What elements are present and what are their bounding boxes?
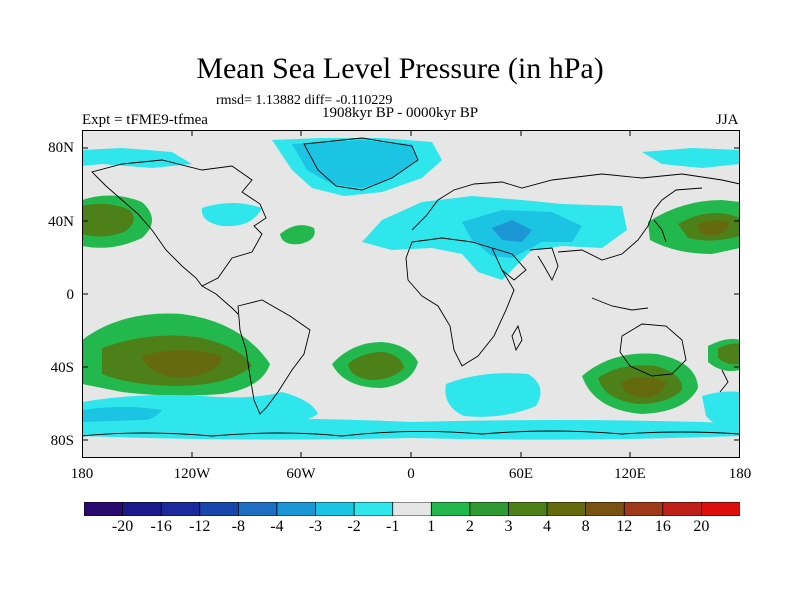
north-pacific-east-peak	[697, 220, 730, 236]
colorbar-label: -4	[270, 518, 284, 535]
europe-coast	[411, 173, 740, 231]
colorbar-swatch	[469, 502, 510, 516]
arabia-coast	[491, 247, 527, 281]
south-asia-coast	[529, 247, 559, 282]
australia-coast	[619, 323, 687, 377]
colorbar-swatch	[508, 502, 548, 516]
south-atlantic-core	[348, 352, 404, 380]
north-atlantic-anomaly	[201, 203, 262, 227]
arctic-east-anomaly	[642, 148, 740, 168]
colorbar-label: 2	[465, 518, 474, 535]
greenland-core	[292, 140, 417, 188]
lat-label-0: 0	[66, 287, 75, 303]
colorbar-label: -16	[150, 518, 172, 535]
experiment-label: Expt = tFME9-tfmea	[82, 112, 208, 128]
colorbar-label: -12	[189, 518, 211, 535]
colorbar-swatch	[353, 502, 394, 516]
madagascar-coast	[511, 324, 523, 352]
colorbar-label: -20	[111, 518, 134, 535]
colorbar-label: -1	[386, 518, 400, 535]
colorbar-label: -2	[347, 518, 361, 535]
colorbar-swatch	[122, 502, 162, 516]
north-atlantic-high	[280, 225, 315, 245]
south-atlantic-low	[445, 373, 541, 417]
indonesia-coast	[591, 297, 649, 311]
colorbar-label: 3	[504, 518, 513, 535]
colorbar-swatch	[701, 502, 740, 516]
map-ticks	[82, 130, 740, 458]
colorbar-swatch	[237, 502, 278, 516]
colorbar-swatch	[662, 502, 703, 516]
lon-label-60w: 60W	[286, 466, 316, 482]
colorbar-swatch	[623, 502, 664, 516]
colorbar-swatch	[84, 502, 124, 516]
greenland-coast	[303, 137, 419, 191]
east-edge-core	[718, 343, 740, 365]
colorbar-label: 4	[543, 518, 552, 535]
stats-line: rmsd= 1.13882 diff= -0.110229	[216, 93, 393, 108]
colorbar-swatch	[430, 502, 471, 516]
colorbar-label: 1	[427, 518, 436, 535]
lat-label-40n: 40N	[48, 214, 74, 230]
coastlines	[82, 137, 740, 437]
lat-label-80n: 80N	[48, 140, 74, 156]
colorbar-swatch	[276, 502, 317, 516]
lon-label-60e: 60E	[508, 466, 534, 482]
lon-label-120e: 120E	[614, 466, 646, 482]
colorbar-swatch	[392, 502, 432, 516]
colorbar-swatch	[199, 502, 240, 516]
south-america-coast	[237, 299, 311, 415]
pressure-map	[82, 130, 740, 458]
southern-ocean-low-east	[702, 391, 740, 430]
lon-label-120w: 120W	[173, 466, 211, 482]
antarctica-coast	[82, 430, 740, 437]
arctic-west-anomaly	[82, 148, 192, 168]
antarctic-edge-anomaly	[82, 418, 740, 440]
iran-anomaly	[492, 220, 532, 242]
south-indian-peak	[622, 377, 666, 398]
north-pacific-west-core	[82, 203, 134, 237]
lon-label-180w: 180	[70, 466, 94, 482]
africa-coast	[405, 237, 515, 367]
colorbar-label: 20	[693, 518, 710, 535]
colorbar-swatch	[315, 502, 355, 516]
lon-label-0: 0	[407, 466, 415, 482]
lon-label-180e: 180	[728, 466, 752, 482]
north-america-coast	[91, 159, 267, 287]
colorbar-label: 16	[654, 518, 671, 535]
colorbar-label: -8	[231, 518, 245, 535]
lat-label-40s: 40S	[50, 360, 74, 376]
colorbar-swatch	[546, 502, 587, 516]
chart-title: Mean Sea Level Pressure (in hPa)	[196, 52, 604, 85]
south-pacific-peak	[142, 350, 222, 378]
colorbar-swatch	[160, 502, 201, 516]
new-zealand-coast	[719, 369, 729, 393]
colorbar-label: 8	[581, 518, 590, 535]
colorbar-label: -3	[308, 518, 323, 535]
colorbar-swatch	[585, 502, 625, 516]
lat-label-80s: 80S	[50, 433, 74, 449]
japan-coast	[653, 219, 667, 243]
colorbar	[84, 502, 740, 516]
period-line: 1908kyr BP - 0000kyr BP	[322, 105, 479, 121]
central-america-coast	[201, 285, 239, 315]
east-asia-coast	[557, 187, 703, 261]
season-label: JJA	[716, 112, 739, 128]
colorbar-label: 12	[616, 518, 633, 535]
